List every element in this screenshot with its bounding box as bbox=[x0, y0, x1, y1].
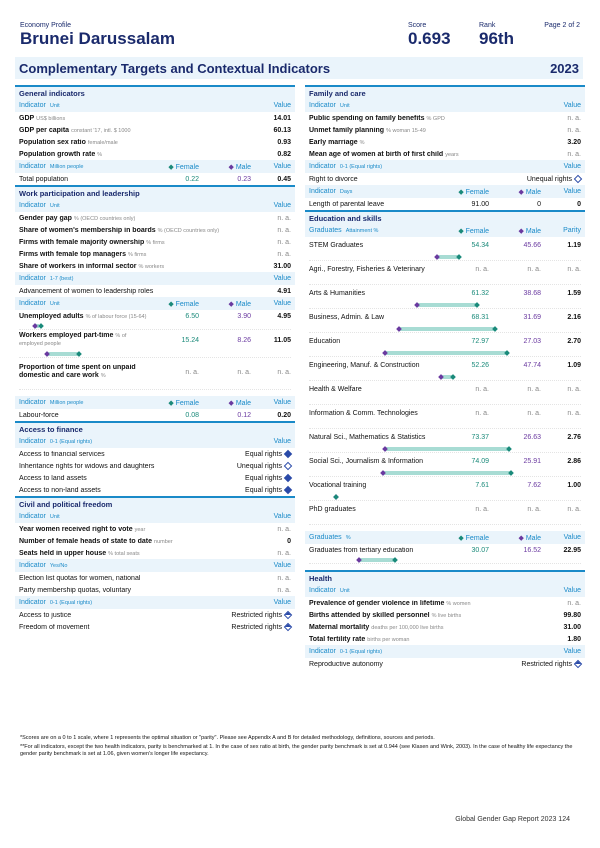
table-row: Social Sci., Journalism & Information 74.… bbox=[309, 457, 581, 465]
table-row: Length of parental leave 91.00 0 0 bbox=[309, 200, 581, 208]
table-row: Total fertility rate births per woman 1.80 bbox=[309, 635, 581, 643]
table-row: Mean age of women at birth of first chil… bbox=[309, 150, 581, 158]
female-diamond-icon: ◆ bbox=[168, 163, 174, 171]
civil-political-freedom: Civil and political freedom Indicator Uni… bbox=[15, 496, 295, 633]
access-to-finance: Access to finance Indicator 0-1 (Equal ri… bbox=[15, 421, 295, 496]
table-row: Graduates from tertiary education 30.07 16… bbox=[309, 546, 581, 554]
equal-rights-icon bbox=[283, 449, 293, 459]
table-row: Vocational training 7.61 7.62 1.00 bbox=[309, 481, 581, 489]
table-row: Year women received right to vote year n. … bbox=[19, 525, 291, 533]
table-row: Natural Sci., Mathematics & Statistics 73… bbox=[309, 433, 581, 441]
table-row: Number of female heads of state to date n… bbox=[19, 537, 291, 545]
indicator-header: Indicator Million people ◆ Female ◆ Male Val… bbox=[15, 396, 295, 409]
table-row: Unmet family planning% woman 15-49 n. a. bbox=[309, 126, 581, 134]
table-row: Public spending on family benefits% GPD n… bbox=[309, 114, 581, 122]
section-banner: Complementary Targets and Contextual Ind… bbox=[15, 57, 583, 79]
table-row: Prevalence of gender violence in lifetim… bbox=[309, 599, 581, 607]
table-row: STEM Graduates 54.34 45.66 1.19 bbox=[309, 241, 581, 249]
score-value: 0.693 bbox=[408, 29, 451, 48]
table-row: Early marriage% 3.20 bbox=[309, 138, 581, 146]
work-participation: Work participation and leadership Indica… bbox=[15, 185, 295, 421]
footnotes: *Scores are on a 0 to 1 scale, where 1 r… bbox=[20, 735, 580, 758]
health: Health Indicator Unit Value Prevalence of … bbox=[305, 570, 585, 670]
table-row: Engineering, Manuf. & Construction 52.26 4… bbox=[309, 361, 581, 369]
section-title: Work participation and leadership bbox=[15, 187, 295, 199]
table-row: Right to divorce Unequal rights bbox=[305, 173, 585, 185]
restricted-rights-icon bbox=[283, 610, 293, 620]
table-row: Advancement of women to leadership roles… bbox=[19, 287, 291, 295]
equal-rights-icon bbox=[283, 485, 293, 495]
table-row: Population growth rate% 0.82 bbox=[19, 150, 291, 158]
education-and-skills: Education and skills Graduates Attainment… bbox=[305, 210, 585, 564]
table-row: Population sex ratio female/male 0.93 bbox=[19, 138, 291, 146]
table-row: Births attended by skilled personnel% li… bbox=[309, 611, 581, 619]
gap-bar bbox=[19, 350, 291, 358]
h-value: Value bbox=[273, 102, 291, 109]
rank-label: Rank bbox=[479, 22, 496, 29]
unequal-rights-icon bbox=[573, 174, 583, 184]
indicator-header: Indicator Unit Value bbox=[15, 199, 295, 212]
table-row: Reproductive autonomy Restricted rights bbox=[305, 658, 585, 670]
table-row: Health & Welfare n. a. n. a. n. a. bbox=[309, 385, 581, 393]
table-row: Election list quotas for women, national… bbox=[19, 574, 291, 582]
table-row: Freedom of movement Restricted rights bbox=[15, 621, 295, 633]
page-number: Page 2 of 2 bbox=[544, 22, 580, 29]
general-indicators: General indicators Indicator Unit Value GD… bbox=[15, 85, 295, 185]
table-row: Access to financial services Equal rights bbox=[15, 448, 295, 460]
restricted-rights-icon bbox=[573, 659, 583, 669]
table-row: Information & Comm. Technologies n. a. n. … bbox=[309, 409, 581, 417]
table-row: Total population 0.22 0.23 0.45 bbox=[19, 175, 291, 183]
table-row: GDP per capita constant '17, intl. $ 1000… bbox=[19, 126, 291, 134]
table-row: Agri., Forestry, Fisheries & Veterinary n… bbox=[309, 265, 581, 273]
equal-rights-icon bbox=[283, 473, 293, 483]
table-row: Unemployed adults% of labour force (15-6… bbox=[19, 312, 291, 320]
table-row: Access to justice Restricted rights bbox=[15, 609, 295, 621]
table-row: GDP US$ billions 14.01 bbox=[19, 114, 291, 122]
table-row: Party membership quotas, voluntary n. a. bbox=[19, 586, 291, 594]
rank-value: 96th bbox=[479, 29, 514, 48]
footnote-2: **For all indicators, except the two hea… bbox=[20, 744, 573, 757]
table-row: Arts & Humanities 61.32 38.68 1.59 bbox=[309, 289, 581, 297]
profile-label: Economy Profile bbox=[20, 22, 71, 29]
unequal-rights-icon bbox=[283, 461, 293, 471]
right-column: Family and care Indicator Unit Value Publi… bbox=[305, 85, 585, 670]
table-row: Gender pay gap% (OECD countries only) n. … bbox=[19, 214, 291, 222]
gap-bar bbox=[19, 382, 291, 390]
table-row: Share of women's membership in boards% (… bbox=[19, 226, 291, 234]
table-row: Share of workers in informal sector% wor… bbox=[19, 262, 291, 270]
h-unit: Unit bbox=[49, 102, 60, 109]
footnote-1: *Scores are on a 0 to 1 scale, where 1 r… bbox=[20, 735, 435, 741]
table-row: Access to land assets Equal rights bbox=[15, 472, 295, 484]
h-indicator: Indicator bbox=[19, 102, 46, 109]
score-label: Score bbox=[408, 22, 427, 29]
banner-title: Complementary Targets and Contextual Ind… bbox=[19, 60, 331, 76]
table-row: Labour-force 0.08 0.12 0.20 bbox=[19, 411, 291, 419]
page-header: Economy Profile Brunei Darussalam Score 0.… bbox=[20, 22, 580, 52]
male-diamond-icon: ◆ bbox=[228, 163, 234, 171]
table-row: Business, Admin. & Law 68.31 31.69 2.16 bbox=[309, 313, 581, 321]
section-title: General indicators bbox=[15, 87, 295, 99]
banner-year: 2023 bbox=[550, 60, 579, 76]
gap-bar bbox=[19, 322, 291, 330]
table-row: Access to non-land assets Equal rights bbox=[15, 484, 295, 496]
page-footer: Global Gender Gap Report 2023 124 bbox=[455, 816, 570, 823]
left-column: General indicators Indicator Unit Value GD… bbox=[15, 85, 295, 633]
indicator-header: Indicator Unit Value bbox=[15, 99, 295, 112]
table-row: Seats held in upper house% total seats n.… bbox=[19, 549, 291, 557]
table-row: Maternal mortality deaths per 100,000 liv… bbox=[309, 623, 581, 631]
family-and-care: Family and care Indicator Unit Value Publi… bbox=[305, 85, 585, 210]
indicator-header: Indicator Million people ◆ Female ◆ Male Val… bbox=[15, 160, 295, 173]
country-name: Brunei Darussalam bbox=[20, 29, 175, 48]
indicator-header: Indicator Unit ◆ Female ◆ Male Value bbox=[15, 297, 295, 310]
table-row: Firms with female majority ownership% fi… bbox=[19, 238, 291, 246]
restricted-rights-icon bbox=[283, 622, 293, 632]
table-row: Proportion of time spent on unpaid domes… bbox=[19, 364, 291, 379]
table-row: Workers employed part-time% of employed … bbox=[19, 332, 291, 347]
table-row: PhD graduates n. a. n. a. n. a. bbox=[309, 505, 581, 513]
indicator-header: Indicator 1-7 (best) Value bbox=[15, 272, 295, 285]
table-row: Inheritance rights for widows and daught… bbox=[15, 460, 295, 472]
table-row: Education 72.97 27.03 2.70 bbox=[309, 337, 581, 345]
table-row: Firms with female top managers% firms n. … bbox=[19, 250, 291, 258]
